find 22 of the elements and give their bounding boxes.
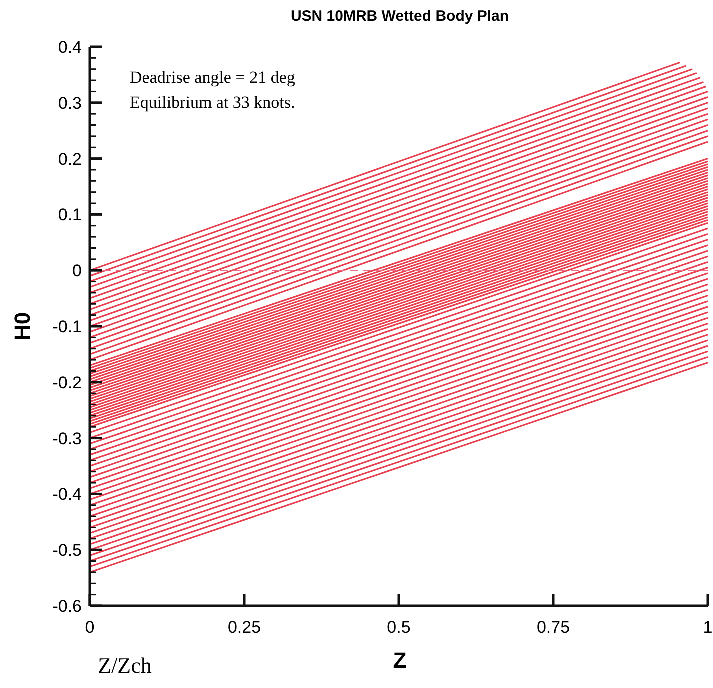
y-tick-label: 0.1 <box>58 206 82 225</box>
y-tick-label: -0.1 <box>52 318 82 336</box>
x-tick-label: 0.5 <box>387 618 411 637</box>
text: Z/Zch <box>98 653 152 678</box>
y-tick-label: 0.4 <box>58 38 82 57</box>
y-tick-label: 0.3 <box>58 94 82 113</box>
x-tick-label: 0 <box>85 618 95 637</box>
x-tick-label: 0.25 <box>228 618 262 637</box>
y-tick-label: -0.4 <box>52 485 82 504</box>
y-tick-label: -0.3 <box>52 429 82 448</box>
y-tick-label: -0.2 <box>52 373 82 392</box>
x-tick-label: 0.75 <box>536 618 570 637</box>
x-tick-label: 1 <box>703 618 713 637</box>
y-tick-label: 0.2 <box>58 150 82 169</box>
annotation: Deadrise angle = 21 deg <box>130 68 296 87</box>
x-axis-title: Z <box>393 648 407 673</box>
annotation: Equilibrium at 33 knots. <box>130 93 296 112</box>
y-tick-label: -0.6 <box>52 597 82 616</box>
y-axis-title: H0 <box>10 312 35 341</box>
y-tick-label: 0 <box>72 262 82 281</box>
chart-title: USN 10MRB Wetted Body Plan <box>290 8 510 25</box>
y-tick-label: -0.5 <box>52 541 82 560</box>
